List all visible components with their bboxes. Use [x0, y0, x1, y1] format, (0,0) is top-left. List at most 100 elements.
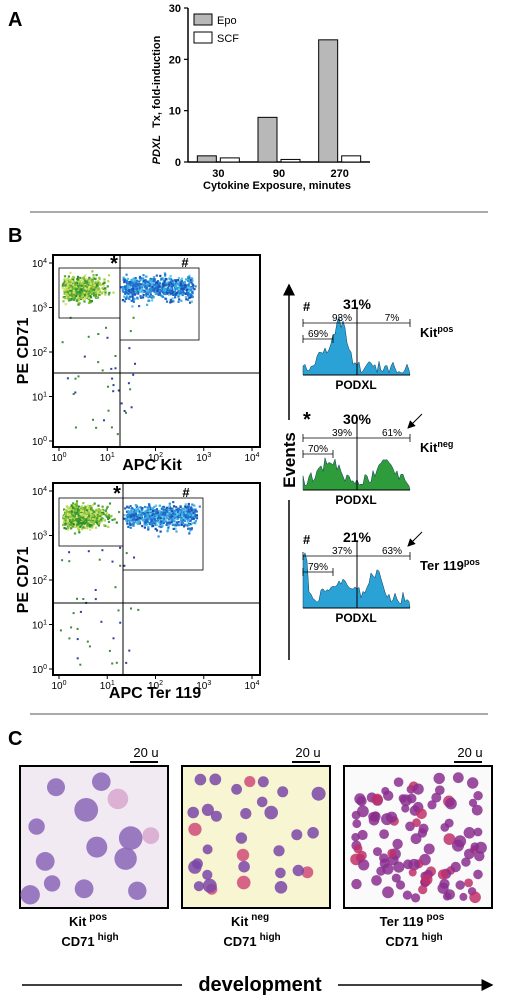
scatter-point [155, 274, 158, 277]
scatter-point [95, 296, 98, 299]
tick-base: 10 [32, 393, 44, 404]
scatter-point [63, 281, 66, 284]
scatter-point [66, 283, 69, 286]
scatter-point [193, 508, 196, 511]
scatter-point [180, 287, 183, 290]
tick-exp: 1 [43, 392, 47, 399]
scatter-point [73, 508, 76, 511]
scatter-point [86, 504, 90, 507]
scatter-point [129, 517, 133, 520]
scatter-point [128, 649, 131, 652]
scatter-point [94, 526, 98, 529]
scatter-point [149, 289, 153, 292]
scatter-point [87, 292, 90, 295]
scatter-point [187, 277, 190, 280]
scatter-point [193, 521, 196, 524]
scatter-point [132, 373, 135, 376]
scatter-point [84, 274, 87, 277]
pct-left: 37% [332, 546, 352, 557]
scatter-point [65, 285, 68, 289]
scatter-point [157, 290, 160, 293]
scatter-point [147, 528, 150, 531]
scatter-point [177, 510, 180, 513]
scatter-point [102, 518, 105, 521]
cell [107, 788, 129, 810]
scatter-point [76, 275, 80, 278]
scatter-point [187, 507, 190, 510]
x-tick-label: 90 [273, 168, 285, 180]
scatter-point [134, 362, 136, 365]
scatter-point [72, 523, 75, 526]
y-tick-label: 30 [169, 3, 181, 15]
scatter-point [85, 278, 88, 281]
scatter-point [139, 296, 142, 299]
scatter-point [66, 278, 69, 281]
scatter-point [149, 511, 152, 514]
cell [311, 786, 326, 801]
scatter-point [132, 510, 135, 513]
scatter-point [70, 510, 73, 513]
scatter-point [73, 298, 76, 302]
scatter-point [112, 384, 115, 387]
scatter-point [161, 295, 164, 298]
tick-base: 10 [244, 681, 256, 692]
gate-star-label: * [113, 483, 121, 505]
cell [354, 793, 366, 805]
scatter-point [146, 283, 149, 286]
scatter-point [142, 511, 145, 514]
scatter-point [74, 282, 77, 285]
scatter-point [162, 517, 165, 520]
y-tick-label: 0 [175, 157, 181, 169]
scatter-point [69, 506, 72, 509]
scatter-point [77, 303, 80, 306]
pct-right: 63% [382, 546, 402, 557]
scatter-point [108, 502, 112, 505]
scatter-point [194, 285, 197, 288]
scatter-point [139, 278, 142, 282]
scatter-point [102, 282, 105, 285]
scatter-point [137, 513, 140, 516]
scatter-point [132, 524, 135, 527]
scatter-point [177, 295, 180, 298]
scatter-point [142, 274, 145, 277]
scatter-point [187, 286, 190, 289]
scatter-point [183, 524, 186, 527]
scatter-point [64, 517, 67, 520]
scatter-point [186, 284, 189, 287]
scatter-point [127, 518, 130, 521]
scatter-point [76, 520, 79, 523]
cell [444, 818, 454, 828]
scatter-point [128, 290, 131, 293]
y-axis-label-gene: PDXL [151, 135, 163, 165]
cell [463, 827, 476, 839]
scatter-point [116, 433, 119, 436]
scatter-point [146, 517, 149, 520]
scatter-point [166, 530, 169, 533]
pct-left: 93% [332, 313, 352, 324]
scatter-point [187, 294, 190, 297]
scatter-point [98, 517, 101, 520]
scatter-point [181, 290, 184, 293]
pct-right: 7% [385, 313, 400, 324]
scatter-point [168, 508, 171, 511]
scatter-point [157, 516, 160, 519]
histogram-x-label: PODXL [335, 611, 376, 625]
scatter-point [111, 662, 114, 665]
scatter-point [187, 502, 190, 506]
scatter-point [145, 281, 148, 284]
scatter-point [87, 522, 90, 525]
pct-main: 30% [343, 411, 372, 427]
scatter-point [148, 503, 151, 506]
cell [373, 847, 382, 857]
scatter-point [92, 517, 95, 521]
scatter-point [180, 520, 183, 523]
scatter-point [131, 293, 135, 296]
x-tick-label: 270 [330, 168, 348, 180]
scatter-point [162, 507, 165, 510]
scatter-point [124, 285, 128, 288]
scatter-point [124, 297, 127, 300]
scatter-point [89, 511, 93, 514]
scatter-point [194, 516, 197, 519]
gate-hash [119, 267, 200, 341]
scatter-point [86, 281, 89, 284]
